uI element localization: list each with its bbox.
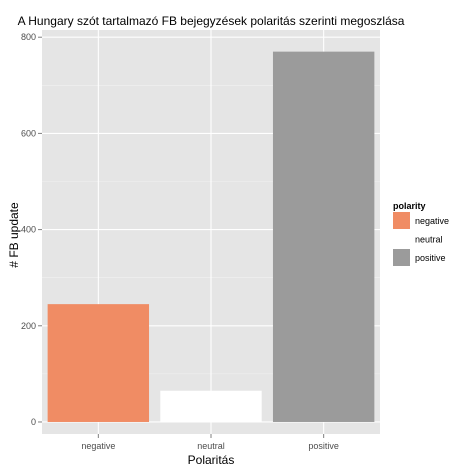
legend: polarity negative neutral positive xyxy=(393,201,449,266)
legend-label: neutral xyxy=(415,235,443,245)
bar-neutral xyxy=(160,390,262,422)
x-tick-label: negative xyxy=(81,441,115,451)
chart-title: A Hungary szót tartalmazó FB bejegyzések… xyxy=(18,14,405,28)
y-axis-title: # FB update xyxy=(7,202,21,268)
y-tick-label: 400 xyxy=(21,225,36,235)
bars xyxy=(47,51,375,422)
bar-positive xyxy=(272,51,375,422)
y-tick-label: 0 xyxy=(31,417,36,427)
x-tick-label: positive xyxy=(308,441,339,451)
y-axis: 0 200 400 600 800 xyxy=(21,32,42,427)
legend-key-negative xyxy=(393,212,410,229)
legend-key-neutral xyxy=(393,230,410,248)
y-tick-label: 600 xyxy=(21,128,36,138)
x-tick-label: neutral xyxy=(197,441,225,451)
legend-label: positive xyxy=(415,253,446,263)
legend-key-positive xyxy=(393,249,410,266)
legend-title: polarity xyxy=(393,201,426,211)
x-axis-title: Polaritás xyxy=(188,453,235,467)
bar-negative xyxy=(47,304,150,422)
y-tick-label: 800 xyxy=(21,32,36,42)
y-tick-label: 200 xyxy=(21,321,36,331)
x-axis: negative neutral positive xyxy=(81,434,339,451)
legend-label: negative xyxy=(415,216,449,226)
